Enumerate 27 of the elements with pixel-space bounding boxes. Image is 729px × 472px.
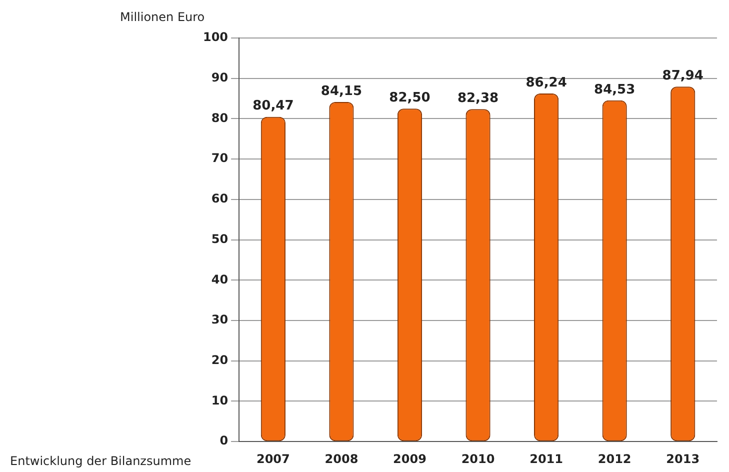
y-tick-label: 50	[211, 232, 228, 246]
x-tick-label: 2012	[598, 452, 632, 466]
y-tick-label: 60	[211, 192, 228, 206]
data-label: 80,47	[252, 98, 294, 114]
y-tick-label: 80	[211, 110, 228, 125]
data-label: 86,24	[526, 75, 567, 90]
x-tick-label: 2011	[530, 452, 564, 466]
x-tick-label: 2013	[666, 452, 700, 466]
data-label: 82,38	[457, 90, 499, 106]
y-tick-label: 70	[211, 151, 228, 166]
x-tick-label: 2010	[461, 452, 495, 466]
y-tick-label: 40	[211, 272, 228, 286]
y-tick-label: 10	[211, 393, 228, 408]
data-label: 82,50	[389, 90, 430, 106]
y-axis-title: Millionen Euro	[120, 10, 205, 24]
y-tick-label: 90	[211, 70, 228, 84]
y-tick-label: 100	[202, 30, 228, 44]
data-label: 84,53	[594, 82, 636, 98]
text: Entwicklung der Bilanzsumme	[10, 454, 192, 468]
y-tick-label: 0	[220, 434, 228, 448]
x-tick-label: 2008	[324, 452, 358, 466]
y-tick-label: 30	[211, 312, 228, 327]
data-label: 84,15	[320, 84, 362, 99]
x-tick-label: 2007	[256, 452, 290, 466]
y-tick-label: 20	[211, 353, 228, 368]
x-tick-label: 2009	[393, 452, 426, 466]
data-label: 87,94	[662, 68, 704, 84]
